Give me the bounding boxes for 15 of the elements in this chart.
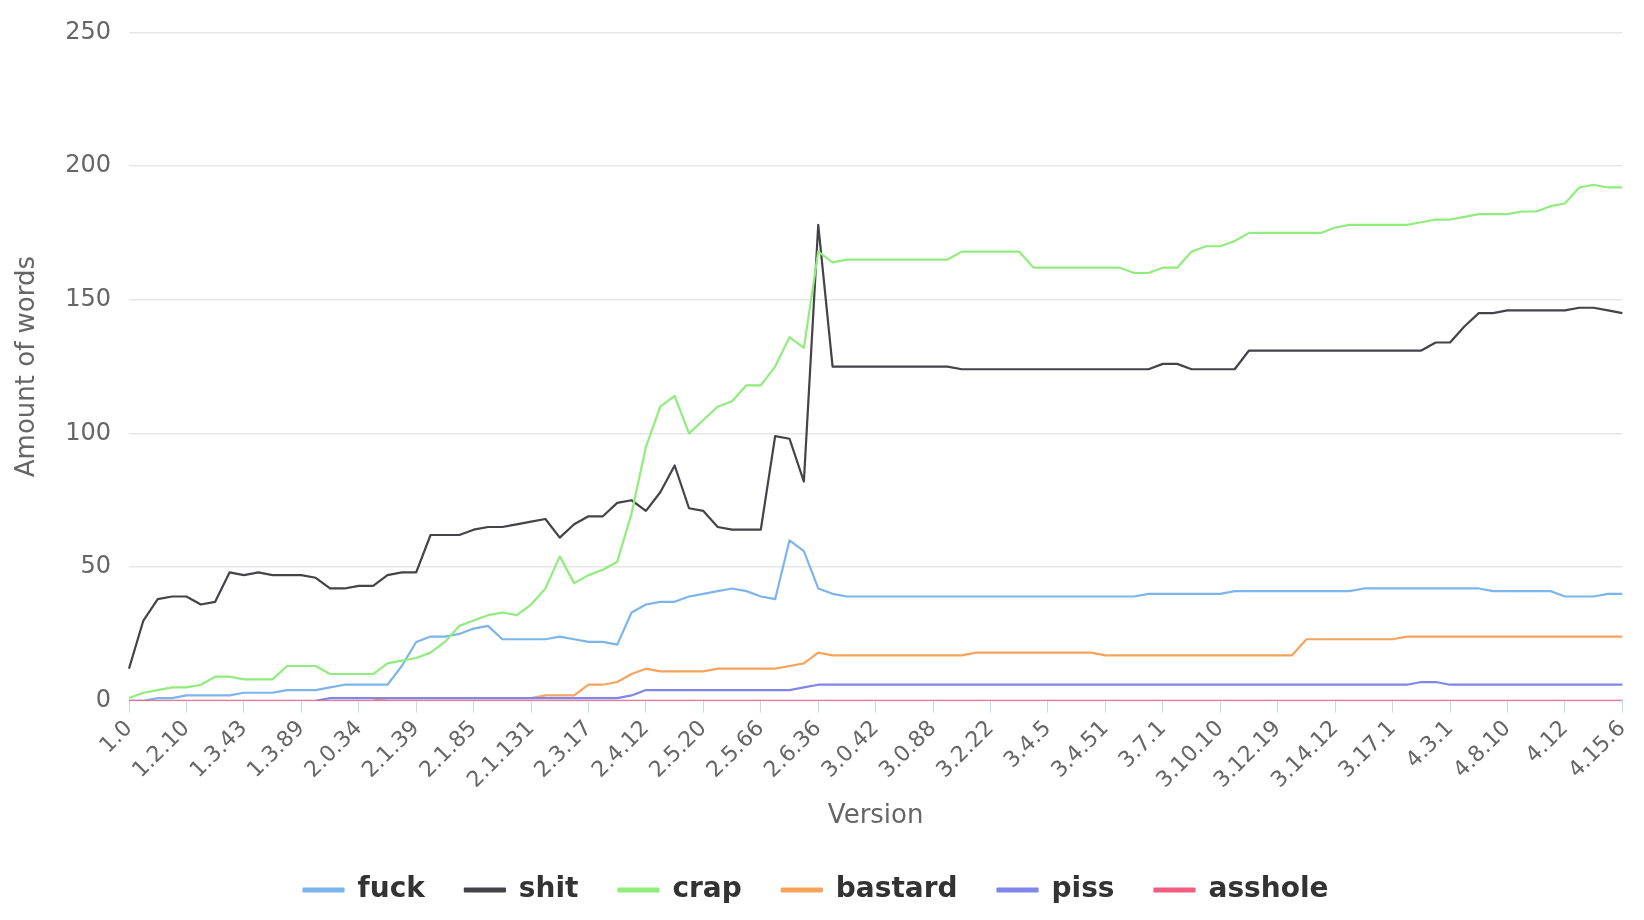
y-tick-label: 200 [65,150,112,179]
legend-label: fuck [357,871,427,905]
y-axis-title: Amount of words [10,255,41,478]
y-tick-label: 0 [95,684,112,713]
y-tick-label: 250 [65,16,112,45]
legend-label: bastard [835,871,958,905]
legend-label: piss [1051,871,1115,905]
legend-label: shit [518,871,579,905]
y-tick-label: 150 [65,283,112,312]
legend-label: asshole [1208,871,1329,905]
x-tick-label: 1.0 [94,714,137,758]
y-tick-label: 50 [80,551,112,580]
legend-label: crap [672,871,742,905]
y-tick-label: 100 [65,417,112,446]
x-axis-title: Version [827,799,924,830]
